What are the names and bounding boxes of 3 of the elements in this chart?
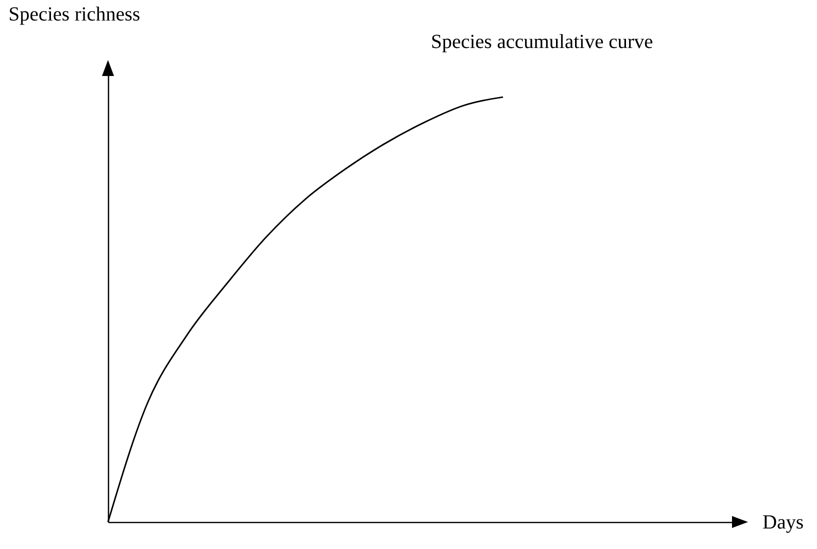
x-axis-title: Days (762, 512, 804, 534)
text: Species accumulative curve (430, 31, 654, 54)
y-axis-title: Species richness (8, 4, 140, 26)
